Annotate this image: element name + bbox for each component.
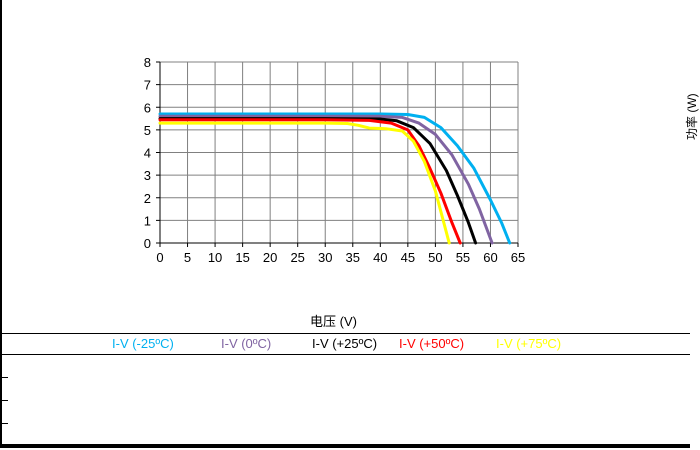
y-tick-label: 4 (144, 146, 151, 161)
series-line-2 (158, 117, 478, 245)
series-line-4 (158, 121, 451, 245)
series-line-3 (158, 118, 462, 245)
x-tick-label: 5 (184, 250, 191, 265)
legend-item-plus25: I-V (+25ºC) (312, 336, 378, 351)
left-tick-mark (0, 400, 8, 401)
x-tick-label: 65 (511, 250, 525, 265)
y-tick-label: 7 (144, 78, 151, 93)
legend-top-divider (0, 333, 690, 334)
y-tick-label: 6 (144, 100, 151, 115)
x-tick-label: 30 (318, 250, 332, 265)
secondary-y-axis-label: 功率 (W) (685, 93, 699, 140)
x-tick-label: 35 (346, 250, 360, 265)
x-tick-label: 55 (456, 250, 470, 265)
legend-item-plus75: I-V (+75ºC) (496, 336, 562, 351)
frame-left-border (0, 0, 2, 447)
y-tick-label: 1 (144, 213, 151, 228)
x-tick-label: 50 (428, 250, 442, 265)
x-axis-label: 电压 (V) (310, 314, 357, 329)
frame-bottom-border (0, 444, 690, 448)
legend-item-minus25: I-V (-25ºC) (112, 336, 174, 351)
series-line-1 (158, 114, 494, 245)
x-tick-label: 45 (401, 250, 415, 265)
x-tick-label: 15 (235, 250, 249, 265)
left-tick-mark (0, 377, 8, 378)
y-tick-label: 3 (144, 168, 151, 183)
legend-item-0: I-V (0ºC) (221, 336, 272, 351)
y-tick-label: 5 (144, 123, 151, 138)
x-tick-label: 0 (156, 250, 163, 265)
x-tick-label: 25 (290, 250, 304, 265)
y-tick-label: 8 (144, 55, 151, 70)
x-tick-label: 60 (483, 250, 497, 265)
x-tick-label: 20 (263, 250, 277, 265)
legend-item-plus50: I-V (+50ºC) (399, 336, 465, 351)
y-tick-label: 2 (144, 191, 151, 206)
y-tick-label: 0 (144, 236, 151, 251)
x-tick-label: 10 (208, 250, 222, 265)
x-tick-label: 40 (373, 250, 387, 265)
left-tick-mark (0, 423, 8, 424)
legend: I-V (-25ºC) I-V (0ºC) I-V (+25ºC) I-V (+… (0, 334, 690, 354)
series-line-0 (158, 112, 512, 245)
legend-bottom-divider (0, 354, 690, 355)
